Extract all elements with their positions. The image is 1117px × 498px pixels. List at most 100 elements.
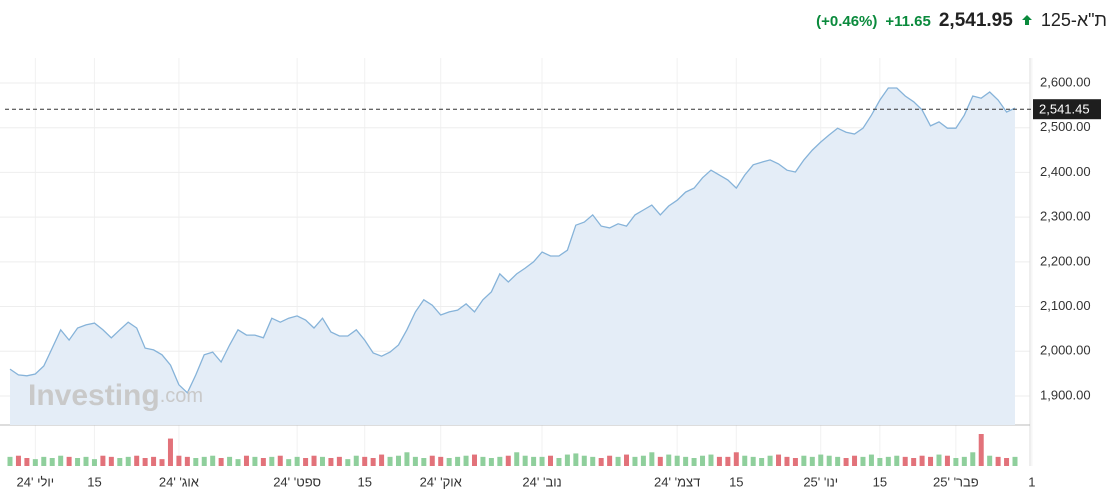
volume-bar: [319, 456, 325, 466]
x-tick-label: 15: [357, 474, 371, 489]
volume-bar: [455, 456, 461, 466]
volume-bar: [83, 456, 89, 466]
watermark-brand: Investing: [28, 379, 160, 412]
volume-bar: [733, 452, 739, 466]
volume-bar: [725, 456, 731, 466]
volume-bar: [995, 456, 1001, 466]
volume-bar: [860, 456, 866, 466]
price-line: [9, 87, 1016, 394]
volume-bar: [843, 458, 849, 466]
volume-bar: [379, 454, 385, 466]
volume-bar: [683, 456, 689, 466]
volume-bar: [429, 455, 435, 466]
volume-bar: [624, 454, 630, 466]
volume-bar: [1012, 456, 1018, 466]
volume-bar: [260, 458, 266, 466]
volume-bar: [885, 456, 891, 466]
x-tick-label: 15: [873, 474, 887, 489]
volume-bar: [277, 455, 283, 466]
volume-bar: [49, 458, 55, 466]
volume-bar: [826, 455, 832, 466]
volume-bar: [286, 459, 292, 466]
volume-bar: [573, 453, 579, 466]
volume-bar: [911, 458, 917, 466]
volume-bar: [767, 455, 773, 466]
volume-bar: [598, 458, 604, 466]
volume-bar: [590, 456, 596, 466]
volume-bar: [100, 455, 106, 466]
volume-bar: [978, 434, 984, 466]
volume-bar: [564, 454, 570, 466]
price: 2,541.95: [938, 10, 1013, 31]
y-tick-label: 2,400.00: [1040, 164, 1091, 179]
volume-bar: [1004, 458, 1010, 466]
volume-bar: [438, 456, 444, 466]
volume-bar: [666, 454, 672, 466]
volume-bar: [792, 458, 798, 466]
volume-bar: [210, 455, 216, 466]
volume-bar: [961, 456, 967, 466]
volume-bar: [556, 458, 562, 466]
x-tick-label: 15: [87, 474, 101, 489]
volume-bar: [370, 458, 376, 466]
volume-bar: [809, 456, 815, 466]
volume-bar: [944, 455, 950, 466]
volume-bar: [776, 454, 782, 466]
volume-bar: [480, 456, 486, 466]
volume-bar: [488, 458, 494, 466]
volume-bar: [471, 454, 477, 466]
x-tick-label: אוק' '24: [420, 474, 462, 489]
volume-bar: [159, 459, 165, 466]
volume-bar: [716, 456, 722, 466]
x-tick-label: פבר' '25: [933, 474, 979, 489]
y-tick-label: 2,600.00: [1040, 74, 1091, 89]
volume-bar: [759, 458, 765, 466]
volume-bar: [548, 455, 554, 466]
volume-bar: [201, 456, 207, 466]
volume-bar: [269, 456, 275, 466]
volume-bar: [700, 455, 706, 466]
y-tick-label: 2,500.00: [1040, 119, 1091, 134]
volume-bar: [151, 456, 157, 466]
volume-bar: [691, 458, 697, 466]
volume-bar: [252, 456, 258, 466]
volume-bar: [15, 455, 21, 466]
volume-bar: [66, 456, 72, 466]
change-pct: (+0.46%): [816, 13, 878, 30]
header: (+0.46%) +11.65 2,541.95 ת"א-125: [816, 10, 1107, 32]
volume-bar: [41, 456, 47, 466]
volume-bar: [227, 456, 233, 466]
volume-bar: [328, 458, 334, 466]
volume-bar: [902, 456, 908, 466]
volume-bar: [581, 455, 587, 466]
volume-bar: [336, 456, 342, 466]
volume-bar: [514, 452, 520, 466]
volume-bar: [218, 458, 224, 466]
volume-bar: [615, 456, 621, 466]
volume-bar: [894, 455, 900, 466]
x-tick-label: דצמ' '24: [654, 474, 700, 489]
volume-bar: [936, 454, 942, 466]
volume-bar: [7, 456, 13, 466]
y-tick-label: 1,900.00: [1040, 387, 1091, 402]
price-layer: [7, 87, 1018, 466]
volume-bar: [531, 456, 537, 466]
x-tick-label: ספט' '24: [273, 474, 321, 489]
volume-bar: [539, 456, 545, 466]
volume-bar: [852, 455, 858, 466]
volume-bar: [108, 456, 114, 466]
volume-bar: [142, 458, 148, 466]
volume-bar: [362, 456, 368, 466]
volume-bar: [167, 438, 173, 466]
volume-bar: [134, 455, 140, 466]
volume-bar: [784, 456, 790, 466]
volume-bar: [311, 455, 317, 466]
volume-bar: [522, 455, 528, 466]
y-tick-label: 2,000.00: [1040, 343, 1091, 358]
volume-bar: [497, 456, 503, 466]
volume-bar: [32, 459, 38, 466]
volume-bar: [193, 458, 199, 466]
volume-bar: [303, 458, 309, 466]
